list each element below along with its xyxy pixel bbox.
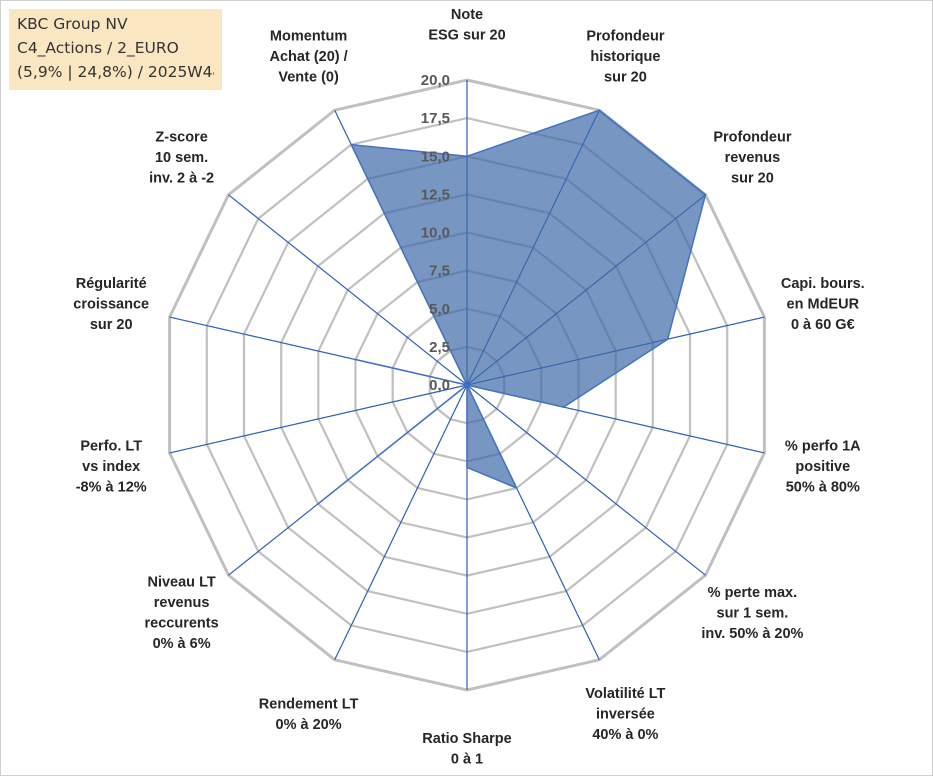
axis-label: Profondeur revenus sur 20 xyxy=(713,130,791,187)
data-point xyxy=(354,358,357,361)
axis-label: % perte max. sur 1 sem. inv. 50% à 20% xyxy=(701,585,803,642)
axis-labels: Note ESG sur 20 Profondeur historique sur 20… xyxy=(73,7,864,768)
axis-label: Régularité croissance sur 20 xyxy=(73,276,149,333)
tick-label: 0,0 xyxy=(429,377,450,394)
data-point xyxy=(666,338,669,341)
axis-label: Volatilité LT inversée 40% à 0% xyxy=(585,686,665,743)
data-point xyxy=(466,155,468,158)
tick-label: 2,5 xyxy=(429,339,450,356)
data-point xyxy=(466,466,468,469)
info-company: KBC Group NV xyxy=(17,15,128,33)
axis-spoke xyxy=(228,194,468,386)
axis-label: Momentum Achat (20) / Vente (0) xyxy=(270,28,348,85)
axis-label: % perfo 1A positive 50% à 80% xyxy=(785,439,861,496)
data-point xyxy=(466,384,468,386)
tick-label: 20,0 xyxy=(421,72,450,89)
axis-label: Capi. bours. en MdEUR 0 à 60 G€ xyxy=(781,276,865,333)
info-category: C4_Actions / 2_EURO xyxy=(17,39,179,57)
data-point xyxy=(704,194,707,196)
tick-label: 17,5 xyxy=(421,110,450,127)
axis-label: Rendement LT 0% à 20% xyxy=(259,696,359,733)
axis-label: Perfo. LT vs index -8% à 12% xyxy=(76,439,147,496)
tick-label: 15,0 xyxy=(421,148,450,165)
axis-label: Note ESG sur 20 xyxy=(428,7,505,44)
data-point xyxy=(350,143,353,146)
axis-spoke xyxy=(466,384,706,576)
tick-label: 5,0 xyxy=(429,301,450,318)
tick-label: 7,5 xyxy=(429,263,450,280)
info-period: (5,9% | 24,8%) / 2025W44 xyxy=(17,63,214,81)
tick-labels: 0,0 2,5 5,0 7,5 10,0 12,5 15,0 17,5 20,0 xyxy=(421,72,450,394)
info-box: KBC Group NV C4_Actions / 2_EURO (5,9% |… xyxy=(9,9,222,90)
axis-spoke xyxy=(334,384,468,661)
data-point xyxy=(562,406,565,408)
axis-spoke xyxy=(169,384,468,454)
axis-label: Z-score 10 sem. inv. 2 à -2 xyxy=(149,130,214,187)
axis-label: Ratio Sharpe 0 à 1 xyxy=(422,731,511,768)
series-area xyxy=(317,109,707,505)
tick-label: 12,5 xyxy=(421,186,450,203)
axis-label: Profondeur historique sur 20 xyxy=(586,28,664,85)
axis-label: Niveau LT revenus reccurents 0% à 6% xyxy=(145,575,219,653)
data-point xyxy=(317,503,319,505)
data-point xyxy=(515,487,518,489)
tick-label: 10,0 xyxy=(421,225,450,242)
data-point xyxy=(598,109,601,111)
